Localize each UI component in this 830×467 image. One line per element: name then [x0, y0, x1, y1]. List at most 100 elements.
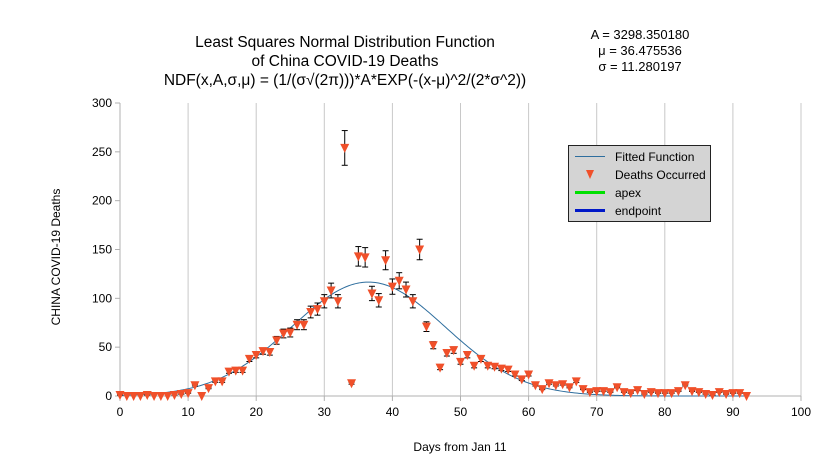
x-tick-label: 0 [117, 405, 124, 419]
data-point [244, 354, 254, 364]
data-point [510, 370, 520, 380]
data-point [701, 390, 711, 400]
chart-title-line2: of China COVID-19 Deaths [251, 53, 439, 70]
data-point [646, 388, 656, 398]
legend-label-deaths: Deaths Occurred [615, 168, 706, 182]
data-point [585, 388, 595, 398]
y-tick-label: 150 [92, 243, 112, 257]
legend-item-fitted: Fitted Function [575, 149, 694, 165]
legend-item-endpoint: endpoint [575, 203, 661, 219]
data-point [667, 389, 677, 399]
chart-title: Least Squares Normal Distribution Functi… [120, 33, 570, 90]
data-point [496, 364, 506, 374]
data-point [387, 282, 397, 292]
data-point [544, 379, 554, 389]
y-tick-label: 200 [92, 194, 112, 208]
data-point [129, 392, 139, 401]
x-tick-label: 70 [590, 405, 604, 419]
y-tick-label: 250 [92, 145, 112, 159]
data-point [326, 286, 336, 296]
data-point [204, 384, 214, 394]
data-point [551, 381, 561, 391]
data-point [190, 381, 200, 391]
data-point [428, 341, 438, 351]
y-tick-label: 100 [92, 291, 112, 305]
data-point [340, 143, 350, 153]
data-point [687, 387, 697, 397]
x-tick-label: 80 [658, 405, 672, 419]
data-point [728, 389, 738, 399]
data-point [571, 377, 581, 387]
legend: Fitted Function Deaths Occurred apex end… [568, 145, 711, 222]
tick-labels: 0 50 100 150 200 250 300 0 10 20 30 40 50 60 70 80 90 100 [92, 96, 811, 419]
x-tick-label: 30 [318, 405, 332, 419]
legend-item-apex: apex [575, 185, 641, 201]
data-point [639, 390, 649, 400]
data-point [360, 253, 370, 263]
data-point [319, 297, 329, 307]
legend-label-endpoint: endpoint [615, 204, 662, 218]
data-point [122, 392, 132, 401]
data-point [156, 392, 166, 401]
grid-lines [187, 103, 802, 396]
data-point [721, 390, 731, 400]
data-point [210, 377, 220, 387]
data-point [626, 389, 636, 399]
x-tick-label: 10 [181, 405, 195, 419]
fit-parameters: A = 3298.350180 μ = 36.475536 σ = 11.280… [560, 27, 720, 75]
data-point [312, 305, 322, 315]
data-point [707, 391, 717, 401]
y-axis-label: CHINA COVID-19 Deaths [49, 188, 63, 326]
data-point [633, 386, 643, 396]
data-point [333, 297, 343, 307]
y-tick-label: 0 [105, 389, 112, 403]
data-point [694, 388, 704, 398]
data-point [564, 383, 574, 393]
data-point [673, 387, 683, 397]
data-point [680, 381, 690, 391]
data-point [735, 389, 745, 399]
x-tick-label: 40 [386, 405, 400, 419]
x-axis-label: Days from Jan 11 [413, 440, 507, 454]
data-point [183, 389, 193, 399]
param-mu: μ = 36.475536 [598, 43, 682, 58]
data-point [490, 362, 500, 372]
legend-swatch-apex [575, 187, 605, 199]
data-point [578, 385, 588, 395]
legend-label-fitted: Fitted Function [615, 150, 695, 164]
data-point [742, 392, 752, 401]
x-tick-label: 90 [726, 405, 740, 419]
data-point [653, 389, 663, 399]
data-point [469, 361, 479, 371]
data-point [660, 389, 670, 399]
data-point [524, 370, 534, 380]
data-point [238, 366, 248, 376]
param-sigma: σ = 11.280197 [598, 59, 682, 74]
data-point [605, 388, 615, 398]
legend-label-apex: apex [615, 186, 642, 200]
data-point [408, 297, 418, 307]
data-point [558, 380, 568, 390]
chart-title-formula: NDF(x,A,σ,μ) = (1/(σ√(2π)))*A*EXP(-(x-μ)… [163, 72, 527, 89]
data-point [347, 379, 357, 389]
data-point [265, 348, 275, 358]
data-point [374, 296, 384, 306]
legend-swatch-deaths [575, 169, 605, 181]
data-point [517, 375, 527, 385]
x-tick-label: 50 [454, 405, 468, 419]
data-point [149, 392, 159, 401]
data-point [251, 350, 261, 360]
data-point [503, 365, 513, 375]
data-point [415, 245, 425, 255]
data-point [258, 347, 268, 357]
data-point [401, 285, 411, 295]
legend-item-deaths: Deaths Occurred [575, 167, 706, 183]
data-point [169, 391, 179, 401]
data-point [217, 377, 227, 387]
data-point [306, 308, 316, 318]
data-point [476, 354, 486, 364]
data-points [115, 143, 752, 401]
data-point [592, 387, 602, 397]
data-point [483, 361, 493, 371]
data-point [278, 329, 288, 339]
